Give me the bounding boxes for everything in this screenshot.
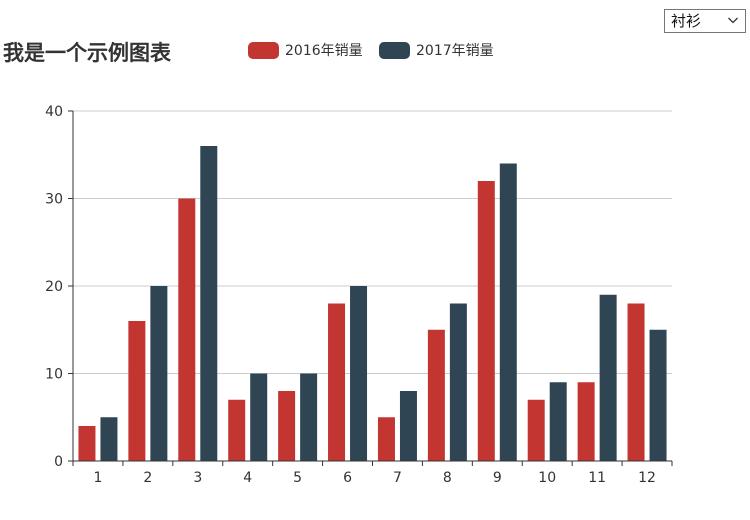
bar-2017-3[interactable] — [200, 146, 218, 461]
bar-2017-10[interactable] — [549, 382, 567, 461]
y-tick-label: 0 — [54, 454, 63, 470]
y-tick-label: 20 — [45, 279, 63, 295]
chevron-down-icon — [728, 17, 738, 24]
x-tick-label: 7 — [393, 470, 402, 486]
y-tick-label: 10 — [45, 367, 63, 383]
bar-2017-1[interactable] — [100, 417, 118, 461]
bar-2016-2[interactable] — [128, 321, 146, 461]
x-tick-label: 3 — [193, 470, 202, 486]
legend: 2016年销量 2017年销量 — [248, 42, 494, 59]
y-tick-label: 30 — [45, 192, 63, 208]
bar-2017-9[interactable] — [499, 163, 517, 462]
legend-swatch-2017[interactable] — [379, 42, 410, 59]
bar-2016-7[interactable] — [377, 417, 395, 461]
product-select[interactable]: 衬衫 — [664, 9, 746, 33]
x-tick-label: 5 — [293, 470, 302, 486]
bar-2016-4[interactable] — [228, 399, 246, 461]
bar-2016-3[interactable] — [178, 198, 196, 462]
bars — [78, 146, 667, 462]
legend-label-2016[interactable]: 2016年销量 — [285, 43, 363, 59]
x-tick-label: 1 — [93, 470, 102, 486]
bar-2017-7[interactable] — [399, 391, 417, 461]
bar-2017-5[interactable] — [300, 373, 318, 462]
bar-2016-8[interactable] — [427, 329, 445, 461]
bar-2016-6[interactable] — [328, 303, 346, 462]
x-tick-label: 12 — [638, 470, 656, 486]
bar-2016-11[interactable] — [577, 382, 595, 461]
grid-lines — [73, 110, 672, 374]
x-tick-label: 4 — [243, 470, 252, 486]
legend-label-2017[interactable]: 2017年销量 — [416, 43, 494, 59]
bar-2016-1[interactable] — [78, 426, 96, 461]
bar-2017-4[interactable] — [250, 373, 268, 462]
chart-title: 我是一个示例图表 — [3, 41, 172, 65]
y-tick-label: 40 — [45, 104, 63, 120]
bar-2017-11[interactable] — [599, 294, 617, 461]
x-tick-label: 9 — [493, 470, 502, 486]
x-tick-label: 8 — [443, 470, 452, 486]
x-tick-label: 10 — [538, 470, 556, 486]
bar-2017-6[interactable] — [350, 286, 368, 461]
x-tick-label: 2 — [143, 470, 152, 486]
x-tick-label: 6 — [343, 470, 352, 486]
bar-2017-2[interactable] — [150, 286, 168, 461]
bar-2016-5[interactable] — [278, 391, 296, 461]
x-tick-label: 11 — [588, 470, 606, 486]
bar-2016-9[interactable] — [477, 181, 495, 461]
bar-2017-8[interactable] — [449, 303, 467, 462]
bar-2016-12[interactable] — [627, 303, 645, 462]
legend-swatch-2016[interactable] — [248, 42, 279, 59]
product-select-value: 衬衫 — [671, 12, 702, 30]
bar-2016-10[interactable] — [527, 399, 545, 461]
bar-2017-12[interactable] — [649, 329, 667, 461]
